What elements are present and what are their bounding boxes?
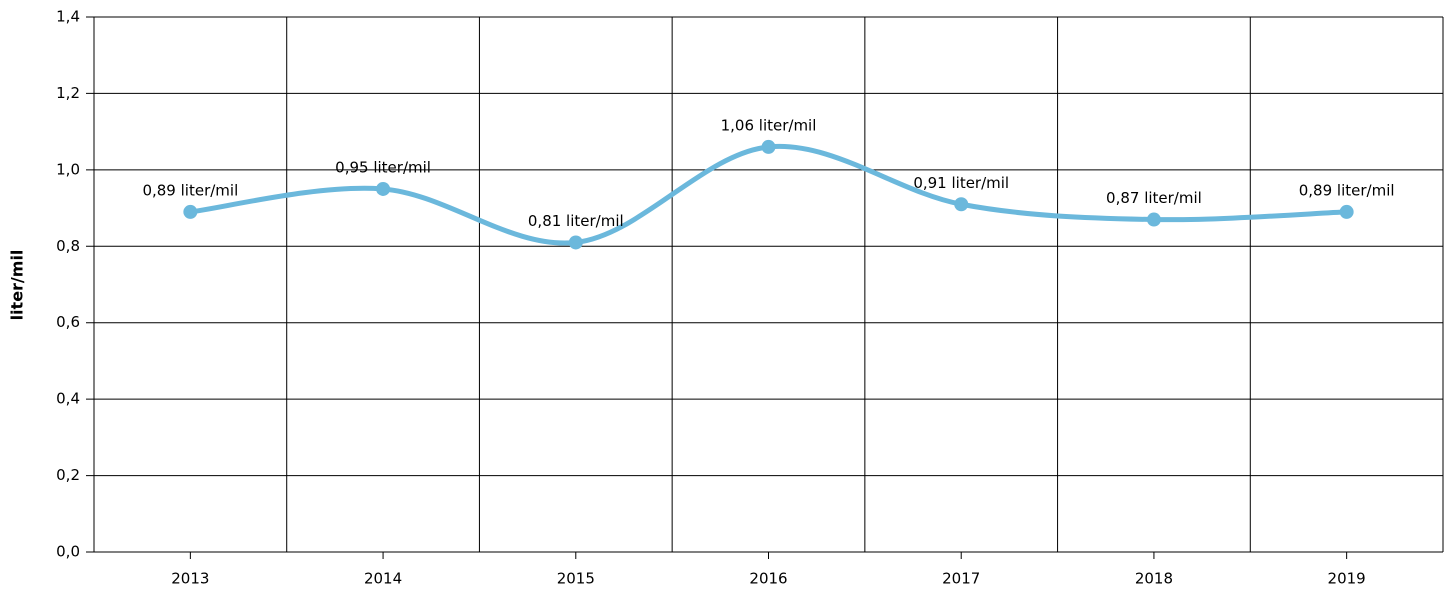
y-tick-label: 1,2	[56, 84, 80, 102]
data-label: 0,95 liter/mil	[335, 158, 431, 176]
y-axis-label: liter/mil	[8, 250, 27, 321]
data-label: 0,89 liter/mil	[142, 181, 238, 199]
data-label: 0,87 liter/mil	[1106, 189, 1202, 207]
data-label: 0,81 liter/mil	[528, 212, 624, 230]
y-tick-label: 0,0	[56, 543, 80, 561]
x-tick-label: 2016	[749, 570, 787, 588]
x-tick-label: 2015	[557, 570, 595, 588]
y-tick-label: 0,2	[56, 466, 80, 484]
point	[568, 235, 583, 250]
x-tick-label: 2014	[364, 570, 402, 588]
y-tick-label: 1,0	[56, 160, 80, 178]
x-tick-label: 2019	[1328, 570, 1366, 588]
data-label: 1,06 liter/mil	[721, 116, 817, 134]
x-tick-label: 2017	[942, 570, 980, 588]
x-tick-label: 2018	[1135, 570, 1173, 588]
point	[1146, 212, 1161, 227]
point	[761, 139, 776, 154]
data-label: 0,91 liter/mil	[913, 174, 1009, 192]
data-label: 0,89 liter/mil	[1299, 181, 1395, 199]
y-tick-label: 1,4	[56, 8, 80, 26]
y-tick-label: 0,8	[56, 237, 80, 255]
point	[954, 197, 969, 212]
y-tick-label: 0,6	[56, 313, 80, 331]
point	[1339, 204, 1354, 219]
point	[376, 181, 391, 196]
x-tick-label: 2013	[171, 570, 209, 588]
y-tick-label: 0,4	[56, 390, 80, 408]
point	[183, 204, 198, 219]
